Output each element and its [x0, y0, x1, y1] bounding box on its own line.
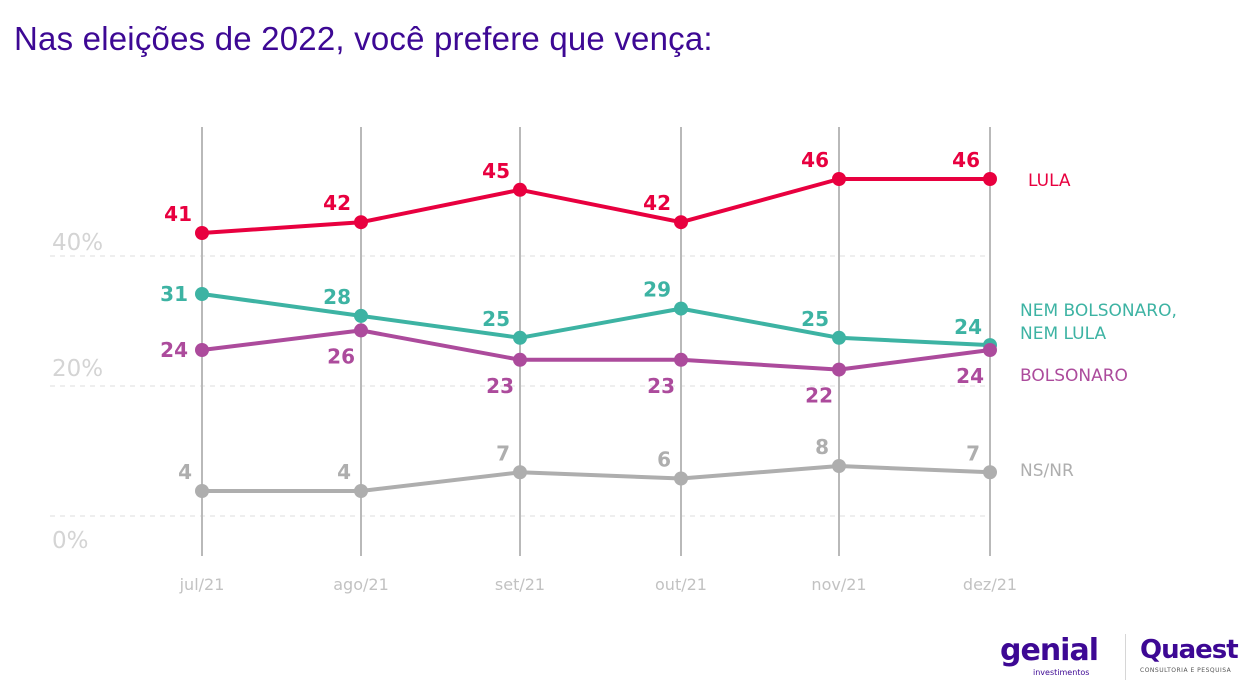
- genial-logo-subtitle: investimentos: [1033, 668, 1090, 677]
- x-tick-label: set/21: [495, 575, 545, 594]
- data-label: 42: [323, 191, 351, 215]
- data-label: 28: [323, 285, 351, 309]
- data-label: 25: [482, 307, 510, 331]
- quaest-logo-subtitle: CONSULTORIA E PESQUISA: [1140, 667, 1232, 674]
- data-label: 46: [952, 148, 980, 172]
- data-point: [513, 465, 527, 480]
- data-point: [195, 343, 209, 357]
- data-label: 7: [496, 441, 510, 465]
- data-point: [195, 484, 209, 498]
- data-label: 24: [954, 315, 982, 339]
- data-label: 24: [160, 338, 188, 362]
- x-tick-label: ago/21: [333, 575, 389, 594]
- data-point: [674, 301, 688, 316]
- data-label: 29: [643, 278, 671, 302]
- data-label: 24: [956, 364, 984, 388]
- y-tick-label: 20%: [52, 356, 103, 382]
- data-point: [832, 172, 846, 186]
- data-point: [832, 330, 846, 345]
- data-point: [354, 308, 368, 323]
- y-tick-label: 0%: [52, 528, 89, 554]
- x-tick-label: out/21: [655, 575, 707, 594]
- data-point: [674, 215, 688, 230]
- data-label: 22: [805, 384, 833, 408]
- legend: LULA NEM BOLSONARO, NEM LULA BOLSONARO NS/NR: [1020, 171, 1177, 481]
- x-tick-label: nov/21: [811, 575, 866, 594]
- legend-label: LULA: [1028, 171, 1071, 191]
- series-line: [201, 292, 991, 348]
- data-label: 6: [657, 448, 671, 472]
- quaest-logo: Quaest: [1140, 635, 1239, 665]
- logos: genial investimentos Quaest CONSULTORIA …: [1000, 632, 1240, 682]
- series-nem-bolsonaro-nem-lula: 31 28 25 29 25 24: [160, 278, 997, 353]
- data-label: 45: [482, 159, 510, 183]
- data-point: [983, 343, 997, 357]
- data-point: [674, 352, 688, 367]
- data-point: [513, 330, 527, 345]
- y-axis-ticks: 40% 20% 0%: [52, 230, 103, 554]
- data-point: [983, 172, 997, 186]
- data-label: 8: [815, 435, 829, 459]
- x-tick-label: dez/21: [963, 575, 1017, 594]
- data-point: [832, 459, 846, 473]
- data-point: [674, 471, 688, 486]
- series-line: [202, 464, 991, 493]
- data-label: 23: [647, 374, 675, 398]
- data-label: 41: [164, 202, 192, 226]
- legend-label: NEM LULA: [1020, 324, 1106, 344]
- legend-label: BOLSONARO: [1020, 366, 1128, 386]
- x-tick-label: jul/21: [179, 575, 225, 594]
- series-line: [201, 328, 991, 372]
- y-tick-label: 40%: [52, 230, 103, 256]
- data-point: [832, 362, 846, 377]
- data-label: 25: [801, 307, 829, 331]
- series-bolsonaro: 24 26 23 23 22 24: [160, 323, 997, 408]
- data-point: [354, 215, 368, 230]
- logo-divider: [1125, 634, 1126, 680]
- data-label: 4: [178, 460, 192, 484]
- data-point: [983, 465, 997, 480]
- data-point: [513, 352, 527, 367]
- data-point: [354, 484, 368, 498]
- data-label: 42: [643, 191, 671, 215]
- data-point: [513, 182, 527, 197]
- legend-label: NEM BOLSONARO,: [1020, 301, 1177, 321]
- series-ns-nr: 4 4 7 6 8 7: [178, 435, 997, 498]
- data-label: 23: [486, 374, 514, 398]
- data-label: 46: [801, 148, 829, 172]
- data-point: [195, 287, 209, 301]
- series-line: [201, 177, 990, 235]
- data-label: 7: [966, 441, 980, 465]
- chart-title: Nas eleições de 2022, você prefere que v…: [14, 20, 713, 57]
- data-label: 26: [327, 344, 355, 368]
- data-point: [195, 226, 209, 240]
- legend-label: NS/NR: [1020, 461, 1074, 481]
- data-point: [354, 323, 368, 338]
- series-lula: 41 42 45 42 46 46: [164, 148, 997, 240]
- x-axis-ticks: jul/21 ago/21 set/21 out/21 nov/21 dez/21: [179, 575, 1017, 594]
- data-label: 31: [160, 282, 188, 306]
- series-layer: 41 42 45 42 46 46 31 28 25 29 25 24 24 26 23 23 22 24 4 4 7 6…: [160, 148, 997, 498]
- genial-logo: genial: [1000, 633, 1099, 668]
- data-label: 4: [337, 460, 351, 484]
